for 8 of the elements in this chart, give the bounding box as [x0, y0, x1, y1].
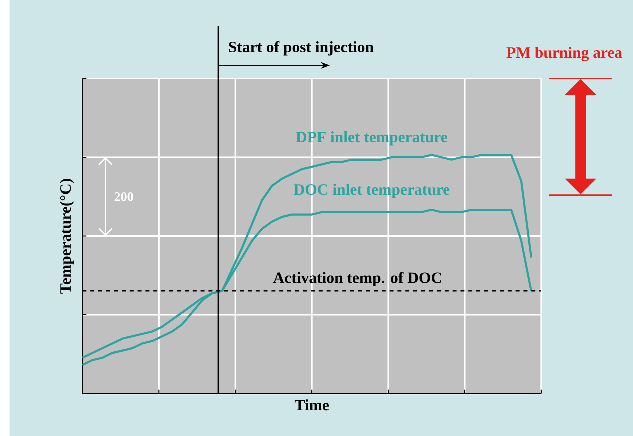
- ref-line-label: Activation temp. of DOC: [273, 272, 442, 286]
- text: Start of post injection: [229, 41, 374, 56]
- series-label: DPF inlet temperature: [296, 131, 448, 146]
- series-label: DOC inlet temperature: [294, 184, 450, 198]
- x-axis-title: Time: [294, 400, 330, 411]
- y-axis-title: Temperature(°C): [60, 179, 74, 294]
- annotation: 200: [114, 192, 134, 202]
- text: PM burning area: [506, 46, 622, 62]
